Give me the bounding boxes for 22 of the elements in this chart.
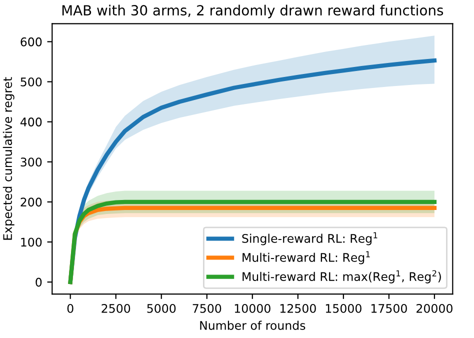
x-tick-label: 5000 xyxy=(147,304,176,313)
y-tick-label: 100 xyxy=(21,238,42,247)
x-tick-label: 0 xyxy=(67,304,74,313)
x-tick-label: 17500 xyxy=(371,304,407,313)
y-tick-label: 600 xyxy=(20,37,42,46)
legend-label: Multi-reward RL: max(Reg$^{1}$, Reg$^{2}$) xyxy=(242,270,441,284)
y-tick-label: 0 xyxy=(36,278,42,287)
x-tick-label: 12500 xyxy=(280,304,316,313)
chart-title: MAB with 30 arms, 2 randomly drawn reward functions xyxy=(62,4,444,18)
y-tick-label: 400 xyxy=(20,118,42,126)
y-tick-label: 500 xyxy=(20,77,42,86)
y-axis-title: Expected cumulative regret xyxy=(2,77,14,240)
x-tick-label: 20000 xyxy=(416,304,452,313)
y-tick-label: 300 xyxy=(20,158,42,167)
x-tick-label: 2500 xyxy=(102,304,130,313)
legend-label: Single-reward RL: Reg$^{1}$ xyxy=(242,232,378,246)
x-tick-label: 7500 xyxy=(192,304,222,313)
x-tick-label: 15000 xyxy=(326,304,362,313)
legend-label: Multi-reward RL: Reg$^{1}$ xyxy=(242,251,370,264)
x-axis-title: Number of rounds xyxy=(200,320,306,330)
x-tick-label: 10000 xyxy=(234,304,270,313)
y-tick-label: 200 xyxy=(20,198,42,207)
